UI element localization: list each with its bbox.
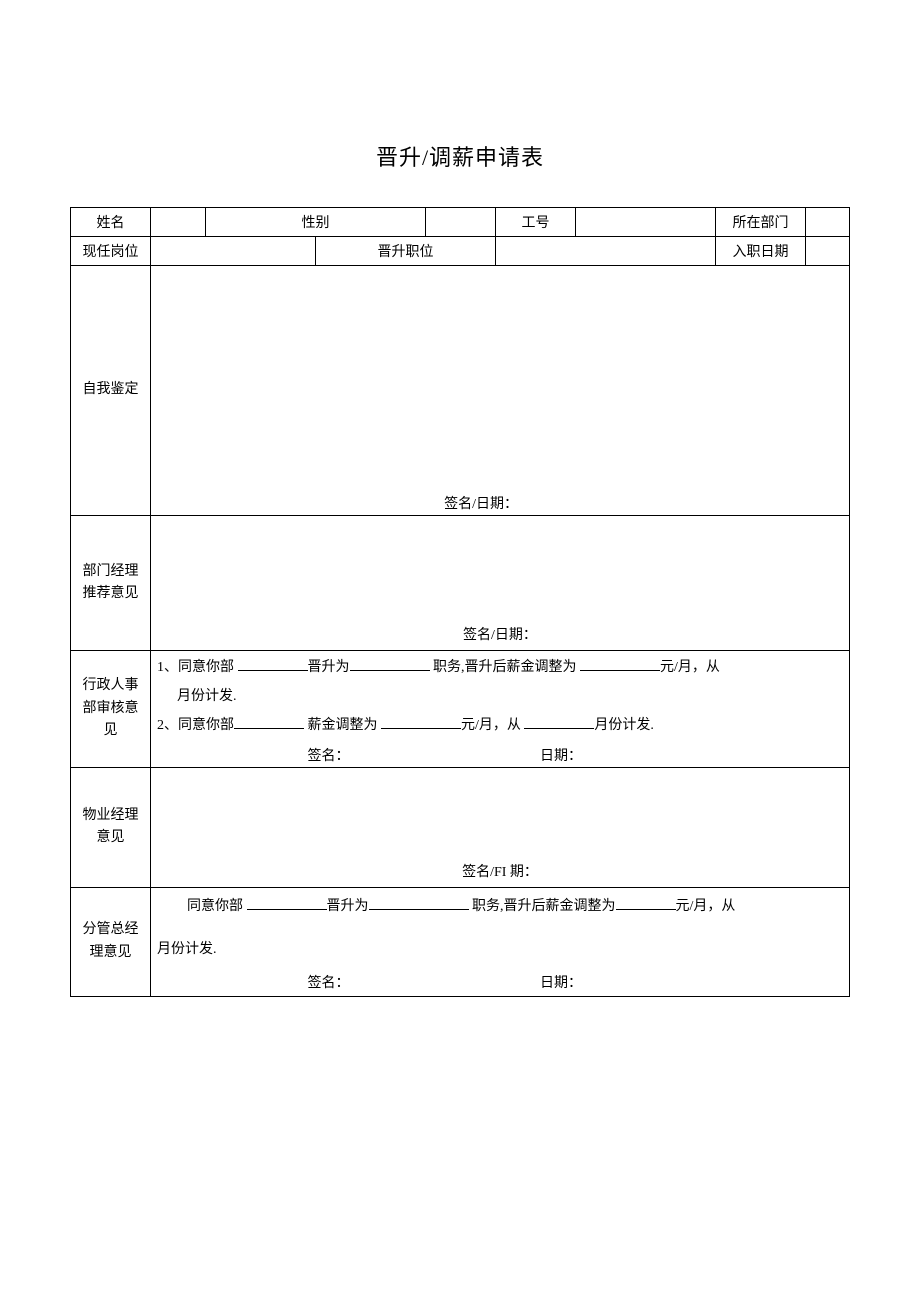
hr-l1-b: 晋升为: [308, 660, 350, 675]
hr-line-1e: 月份计发.: [157, 682, 843, 711]
hr-l2-a: 2、同意你部: [157, 718, 234, 733]
header-row-1: 姓名 性别 工号 所在部门: [71, 208, 850, 237]
hr-l1-a: 1、同意你部: [157, 660, 238, 675]
gm-line-1e: 月份计发.: [157, 935, 843, 964]
gm-label: 分管总经理意见: [71, 887, 151, 996]
hire-date-value: [805, 237, 849, 266]
gm-row: 分管总经理意见 同意你部 晋升为 职务,晋升后薪金调整为 元/月，从 月份计发. …: [71, 887, 850, 996]
promote-pos-label: 晋升职位: [315, 237, 495, 266]
self-eval-label: 自我鉴定: [71, 266, 151, 516]
name-label: 姓名: [71, 208, 151, 237]
hire-date-label: 入职日期: [715, 237, 805, 266]
hr-l2-d: 月份计发.: [594, 718, 654, 733]
dept-mgr-row: 部门经理推荐意见 签名/日期：: [71, 516, 850, 651]
current-pos-label: 现任岗位: [71, 237, 151, 266]
gm-l1-c: 职务,晋升后薪金调整为: [469, 899, 616, 914]
gender-label: 性别: [206, 208, 426, 237]
hr-date-label: 日期：: [500, 745, 843, 765]
gm-sig-label: 签名：: [157, 972, 500, 992]
empno-value: [575, 208, 715, 237]
dept-mgr-label: 部门经理推荐意见: [71, 516, 151, 651]
dept-value: [805, 208, 849, 237]
dept-mgr-signature: 签名/日期：: [157, 624, 843, 646]
application-form-table: 姓名 性别 工号 所在部门 现任岗位 晋升职位 入职日期 自我鉴定 签名/日期：…: [70, 207, 850, 997]
page-title: 晋升/调薪申请表: [70, 140, 850, 172]
gender-value: [425, 208, 495, 237]
gm-date-label: 日期：: [500, 972, 843, 992]
hr-row: 行政人事部审核意见 1、同意你部 晋升为 职务,晋升后薪金调整为 元/月，从 月…: [71, 651, 850, 768]
gm-l1-d: 元/月，从: [676, 899, 736, 914]
prop-mgr-signature: 签名/FI 期：: [157, 861, 843, 883]
hr-l1-d: 元/月，从: [660, 660, 720, 675]
hr-line-2: 2、同意你部 薪金调整为 元/月，从 月份计发.: [157, 711, 843, 740]
gm-l1-b: 晋升为: [327, 899, 369, 914]
self-eval-content: [151, 266, 850, 491]
dept-mgr-content: 签名/日期：: [151, 516, 850, 651]
hr-l2-b: 薪金调整为: [304, 718, 381, 733]
hr-l2-c: 元/月，从: [461, 718, 524, 733]
dept-label: 所在部门: [715, 208, 805, 237]
hr-label: 行政人事部审核意见: [71, 651, 151, 768]
self-eval-row-sig: 签名/日期：: [71, 491, 850, 516]
gm-line-1: 同意你部 晋升为 职务,晋升后薪金调整为 元/月，从: [157, 892, 843, 921]
header-row-2: 现任岗位 晋升职位 入职日期: [71, 237, 850, 266]
hr-l1-c: 职务,晋升后薪金调整为: [430, 660, 581, 675]
prop-mgr-label: 物业经理意见: [71, 767, 151, 887]
self-eval-row-blank: 自我鉴定: [71, 266, 850, 491]
gm-content: 同意你部 晋升为 职务,晋升后薪金调整为 元/月，从 月份计发. 签名： 日期：: [151, 887, 850, 996]
promote-pos-value: [495, 237, 715, 266]
hr-sig-row: 签名： 日期：: [157, 745, 843, 765]
gm-l1-a: 同意你部: [187, 899, 247, 914]
prop-mgr-content: 签名/FI 期：: [151, 767, 850, 887]
name-value: [151, 208, 206, 237]
hr-sig-label: 签名：: [157, 745, 500, 765]
gm-sig-row: 签名： 日期：: [157, 972, 843, 992]
current-pos-value: [151, 237, 316, 266]
self-eval-signature: 签名/日期：: [444, 493, 518, 513]
empno-label: 工号: [495, 208, 575, 237]
hr-line-1: 1、同意你部 晋升为 职务,晋升后薪金调整为 元/月，从: [157, 653, 843, 682]
prop-mgr-row: 物业经理意见 签名/FI 期：: [71, 767, 850, 887]
hr-content: 1、同意你部 晋升为 职务,晋升后薪金调整为 元/月，从 月份计发. 2、同意你…: [151, 651, 850, 768]
self-eval-sig-cell: 签名/日期：: [151, 491, 850, 516]
